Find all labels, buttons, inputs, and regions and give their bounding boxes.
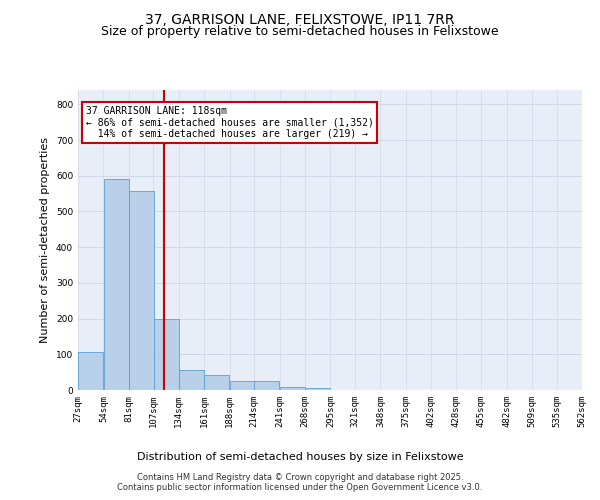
Text: 37, GARRISON LANE, FELIXSTOWE, IP11 7RR: 37, GARRISON LANE, FELIXSTOWE, IP11 7RR	[145, 12, 455, 26]
Text: Distribution of semi-detached houses by size in Felixstowe: Distribution of semi-detached houses by …	[137, 452, 463, 462]
Bar	[179, 370, 204, 390]
Text: 37 GARRISON LANE: 118sqm
← 86% of semi-detached houses are smaller (1,352)
  14%: 37 GARRISON LANE: 118sqm ← 86% of semi-d…	[86, 106, 373, 140]
Bar	[254, 380, 280, 390]
Bar	[230, 380, 255, 390]
Bar	[78, 352, 103, 390]
Bar	[104, 178, 128, 390]
Bar	[129, 190, 154, 390]
Bar	[154, 318, 179, 390]
Y-axis label: Number of semi-detached properties: Number of semi-detached properties	[40, 137, 50, 343]
Text: Contains HM Land Registry data © Crown copyright and database right 2025.
Contai: Contains HM Land Registry data © Crown c…	[118, 473, 482, 492]
Text: Size of property relative to semi-detached houses in Felixstowe: Size of property relative to semi-detach…	[101, 25, 499, 38]
Bar	[205, 375, 229, 390]
Bar	[280, 387, 305, 390]
Bar	[305, 388, 330, 390]
